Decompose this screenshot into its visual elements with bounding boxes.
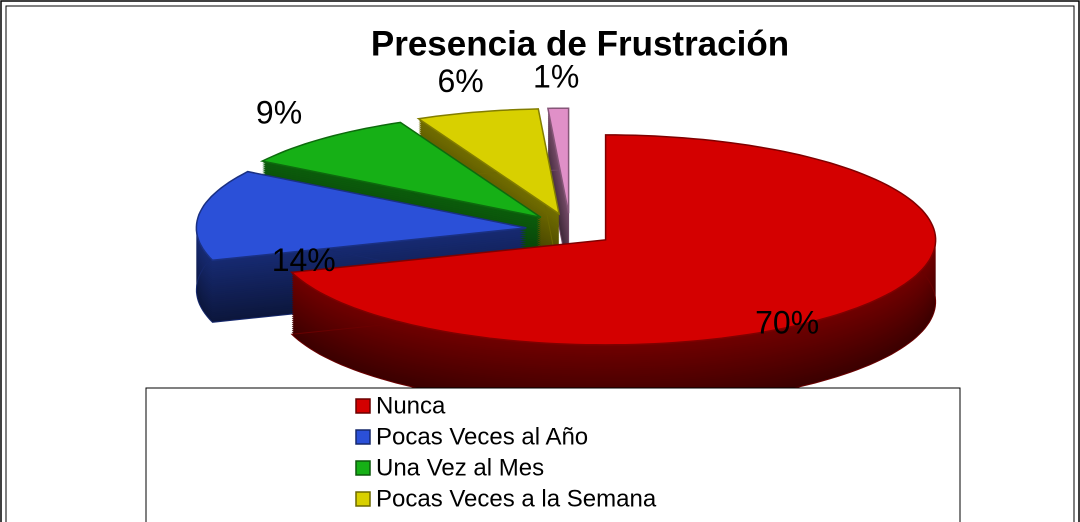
legend-label: Nunca [376,392,446,419]
value-label: 14% [272,242,336,278]
chart-title: Presencia de Frustración [371,24,789,63]
legend-swatch [355,491,371,507]
pie: 70% 14% 9% 6% 1% [195,59,937,408]
legend: Nunca Pocas Veces al Año Una Vez al Mes Poc… [355,392,657,512]
slice-top [289,134,937,346]
inner-frame [5,5,1075,522]
legend-swatch [355,429,371,445]
value-label: 70% [755,305,819,341]
slice-top [416,108,561,216]
slice-top [259,121,542,219]
legend-label: Una Vez al Mes [376,454,544,481]
slice-top [546,107,570,214]
value-label: 9% [256,94,302,130]
legend-box [145,387,961,522]
legend-label: Pocas Veces a la Semana [376,485,657,512]
slice-top [195,170,527,262]
legend-swatch [355,398,371,414]
value-label: 1% [533,59,579,95]
legend-label: Pocas Veces al Año [376,423,588,450]
pie-slice [289,134,937,408]
value-label: 6% [437,63,483,99]
legend-swatch [355,460,371,476]
